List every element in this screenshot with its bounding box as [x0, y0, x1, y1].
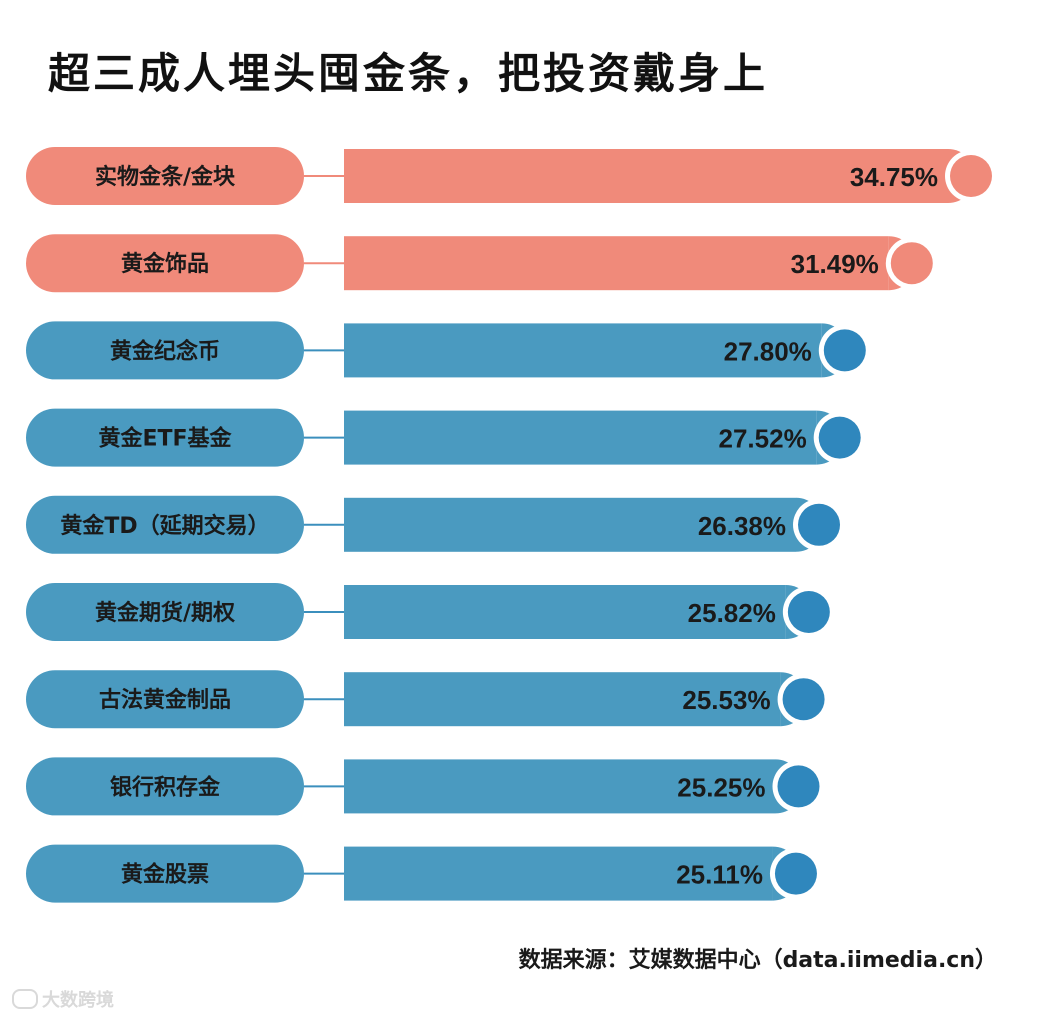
value-label: 25.25%	[677, 772, 765, 802]
watermark: 大数跨境	[12, 986, 114, 1012]
category-pill	[26, 408, 304, 467]
value-label: 25.53%	[682, 685, 770, 715]
data-source: 数据来源：艾媒数据中心（data.iimedia.cn）	[518, 948, 997, 973]
bar	[344, 497, 797, 552]
value-label: 31.49%	[791, 249, 879, 279]
value-label: 25.11%	[676, 860, 763, 890]
category-label: 古法黄金制品	[99, 687, 231, 713]
category-pill	[26, 321, 304, 380]
value-label: 34.75%	[850, 162, 938, 192]
bar-end-dot	[798, 503, 841, 546]
category-pill	[26, 757, 304, 816]
category-pill	[26, 495, 304, 554]
bar	[344, 846, 773, 901]
bar	[344, 585, 786, 639]
value-label: 27.52%	[719, 424, 807, 454]
bar-end-dot	[818, 416, 861, 459]
watermark-logo-icon	[12, 989, 38, 1009]
bar	[344, 759, 776, 814]
bar-end-dot	[787, 591, 830, 633]
bar-end-dot	[774, 852, 817, 895]
category-pill	[26, 583, 304, 641]
chart-title: 超三成人埋头囤金条，把投资戴身上	[48, 49, 769, 98]
category-label: 银行积存金	[110, 774, 221, 800]
category-pill	[26, 670, 304, 729]
bar-end-dot	[777, 765, 820, 808]
category-pill	[26, 844, 304, 903]
bar-end-dot	[782, 678, 825, 721]
bar-end-dot	[950, 155, 992, 197]
category-label: 黄金期货/期权	[95, 600, 236, 626]
category-label: 黄金饰品	[121, 251, 209, 277]
category-label: 黄金ETF基金	[98, 426, 232, 452]
category-label: 黄金TD（延期交易）	[60, 513, 269, 539]
value-label: 27.80%	[724, 336, 812, 366]
category-label: 实物金条/金块	[95, 164, 236, 190]
bar	[344, 323, 822, 378]
category-pill	[26, 234, 304, 293]
value-label: 25.82%	[688, 598, 776, 628]
category-pill	[26, 147, 304, 205]
category-label: 黄金纪念币	[110, 338, 220, 364]
bar	[344, 672, 781, 727]
bar-end-dot	[823, 329, 866, 372]
category-label: 黄金股票	[121, 862, 209, 888]
bar	[344, 236, 889, 291]
bar	[344, 149, 948, 203]
bar	[344, 410, 817, 465]
value-label: 26.38%	[698, 511, 786, 541]
bar-end-dot	[890, 242, 933, 285]
watermark-text: 大数跨境	[42, 990, 114, 1011]
